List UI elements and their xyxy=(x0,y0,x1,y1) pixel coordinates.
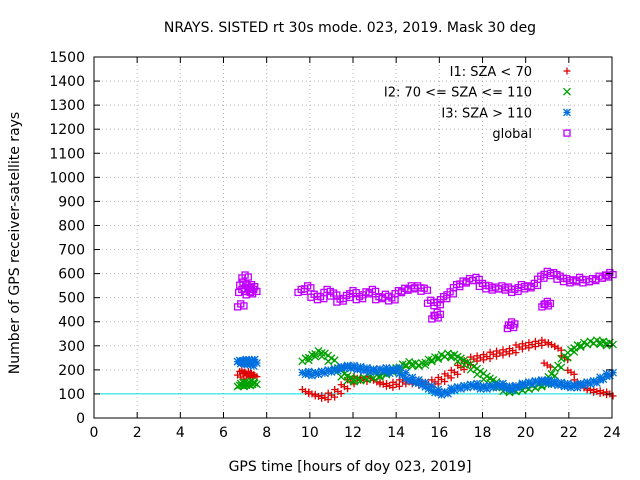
legend-label-i1: I1: SZA < 70 xyxy=(450,65,532,80)
data-point xyxy=(460,365,468,373)
data-point xyxy=(427,357,436,366)
y-tick-label: 1100 xyxy=(49,146,85,162)
data-point xyxy=(436,310,445,318)
x-tick-label: 14 xyxy=(387,425,405,441)
data-point xyxy=(609,270,617,279)
legend-marker-i2 xyxy=(563,87,571,96)
data-point xyxy=(252,380,261,389)
data-point xyxy=(401,362,410,371)
legend-marker-global xyxy=(563,129,571,137)
y-tick-label: 200 xyxy=(58,363,85,379)
data-point xyxy=(304,356,313,365)
y-tick-label: 1500 xyxy=(49,50,85,66)
data-point xyxy=(546,299,555,308)
data-point xyxy=(570,347,579,356)
data-point xyxy=(609,392,617,400)
legend-label-global: global xyxy=(492,127,532,142)
data-point xyxy=(499,382,508,391)
x-tick-label: 10 xyxy=(301,425,319,441)
data-point xyxy=(557,363,566,372)
data-point xyxy=(317,349,326,357)
y-tick-label: 1400 xyxy=(49,74,85,90)
data-point xyxy=(421,361,430,370)
legend-label-i3: I3: SZA > 110 xyxy=(441,106,532,121)
y-tick-label: 600 xyxy=(58,267,85,283)
data-point xyxy=(337,390,345,398)
data-point xyxy=(436,301,445,309)
x-tick-label: 22 xyxy=(560,425,578,441)
y-tick-label: 0 xyxy=(76,411,85,427)
legend: I1: SZA < 70 I2: 70 <= SZA <= 110 I3: SZA … xyxy=(384,65,571,142)
data-point xyxy=(447,374,455,382)
data-point xyxy=(576,343,585,351)
y-axis: 0 100 200 300 400 500 600 700 800 900 1000 1100 1200… xyxy=(49,50,612,427)
data-point xyxy=(253,287,261,296)
data-point xyxy=(324,396,332,404)
y-tick-label: 800 xyxy=(58,218,85,234)
x-tick-label: 0 xyxy=(90,425,99,441)
y-tick-label: 900 xyxy=(58,194,85,210)
y-tick-label: 100 xyxy=(58,387,85,403)
data-point xyxy=(330,356,339,365)
x-tick-label: 16 xyxy=(430,425,448,441)
series-global xyxy=(233,267,617,333)
legend-marker-i3 xyxy=(563,108,571,117)
y-tick-label: 300 xyxy=(58,339,85,355)
data-point xyxy=(244,273,252,281)
y-tick-label: 1300 xyxy=(49,98,85,114)
y-axis-label: Number of GPS receiver-satellite rays xyxy=(7,112,23,374)
x-tick-label: 12 xyxy=(344,425,362,441)
y-tick-label: 700 xyxy=(58,243,85,259)
data-point xyxy=(395,382,403,390)
data-point xyxy=(609,340,618,349)
x-tick-label: 24 xyxy=(603,425,621,441)
x-axis: 0 2 4 6 8 10 12 14 16 18 20 22 24 xyxy=(90,57,621,441)
grid xyxy=(94,57,612,418)
x-axis-label: GPS time [hours of doy 023, 2019] xyxy=(229,459,472,475)
data-point xyxy=(443,295,451,303)
data-point xyxy=(375,373,384,382)
legend-label-i2: I2: 70 <= SZA <= 110 xyxy=(384,86,532,101)
series-group xyxy=(233,267,618,404)
x-tick-label: 20 xyxy=(517,425,535,441)
chart-title: NRAYS. SISTED rt 30s mode. 023, 2019. Ma… xyxy=(164,20,536,36)
data-point xyxy=(511,320,519,328)
data-point xyxy=(359,295,367,303)
data-point xyxy=(344,385,352,393)
legend-marker-i1 xyxy=(563,67,571,75)
x-tick-label: 2 xyxy=(133,425,142,441)
x-tick-label: 18 xyxy=(474,425,492,441)
data-point xyxy=(486,355,494,363)
data-point xyxy=(252,359,261,368)
data-point xyxy=(423,286,432,294)
series-i3 xyxy=(233,355,618,399)
y-tick-label: 1000 xyxy=(49,170,85,186)
x-tick-label: 6 xyxy=(219,425,228,441)
data-point xyxy=(441,377,449,385)
y-tick-label: 1200 xyxy=(49,122,85,138)
data-point xyxy=(331,393,339,401)
data-point xyxy=(311,352,320,361)
data-point xyxy=(454,370,462,378)
data-point xyxy=(512,349,520,357)
y-tick-label: 400 xyxy=(58,315,85,331)
y-tick-label: 500 xyxy=(58,291,85,307)
x-tick-label: 8 xyxy=(262,425,271,441)
data-point xyxy=(466,380,475,389)
data-point xyxy=(434,355,443,363)
data-point xyxy=(240,302,248,310)
x-tick-label: 4 xyxy=(176,425,185,441)
